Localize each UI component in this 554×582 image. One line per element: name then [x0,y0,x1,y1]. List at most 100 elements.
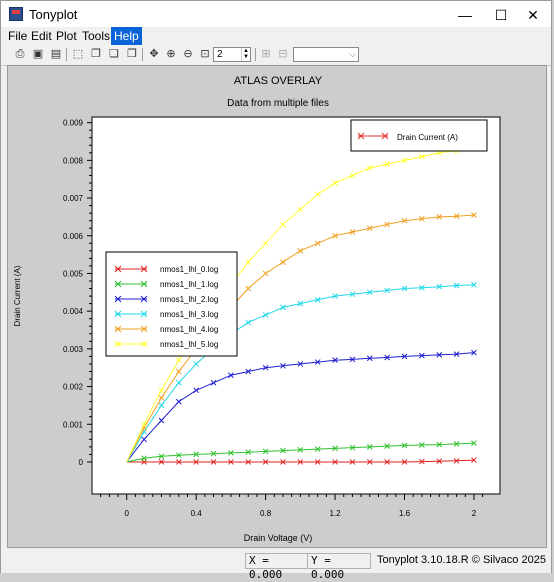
y-tick-label: 0.006 [63,232,84,241]
data-point [366,165,373,171]
data-point [297,300,304,307]
save-icon[interactable]: ▣ [32,48,44,60]
legend-label-1: nmos1_lhl_1.log [160,280,218,289]
spinner-arrows-icon[interactable]: ▲ ▼ [241,48,250,61]
title-bar[interactable]: Tonyplot — ☐ ✕ [1,1,551,29]
data-point [193,361,200,367]
data-point [419,215,425,222]
data-point [419,153,425,160]
y-axis: 0 0.001 0.002 0.003 0.004 0.005 0.006 0.007 0.00… [63,119,92,467]
toolbar-separator [66,48,67,61]
pan-icon[interactable]: ✥ [149,48,159,60]
data-point [280,259,286,265]
data-point [280,459,286,465]
data-point [297,247,304,254]
data-point [158,402,165,409]
data-point [297,361,304,367]
data-point [366,444,373,450]
zoom-out-icon[interactable]: ⊖ [183,48,193,60]
y-tick-label: 0.001 [63,420,84,429]
data-point [228,450,234,456]
data-point [210,379,217,386]
y-tick-label: 0.004 [63,307,84,316]
menu-bar: File Edit Plot Tools Help [1,27,551,45]
data-point [210,450,217,457]
x-tick-label: 2 [472,509,477,518]
zoom-box-icon[interactable]: ⊡ [200,48,210,60]
chart-svg[interactable]: ATLAS OVERLAY Data from multiple files 0… [8,66,546,547]
window-title: Tonyplot [29,7,78,22]
legend-label-4: nmos1_lhl_4.log [160,325,218,334]
data-point [297,206,304,213]
y-tick-label: 0 [79,458,84,467]
data-point [280,447,286,454]
data-point [141,436,147,443]
data-point [366,459,373,465]
data-point [175,379,182,386]
data-point [262,448,269,455]
menu-help[interactable]: Help [111,27,142,45]
data-point [349,356,356,363]
menu-file[interactable]: File [8,29,28,43]
overlay-icon[interactable]: ❏ [109,48,119,60]
menu-plot[interactable]: Plot [56,29,77,43]
plot-select[interactable]: ⌵ [293,47,359,62]
menu-edit[interactable]: Edit [31,29,52,43]
legend-marker-5 [114,340,148,348]
data-point [453,457,460,464]
data-point [384,161,391,167]
disabled-tool-icon: ⊟ [278,48,288,60]
stack-icon[interactable]: ❒ [127,48,137,60]
data-point [436,214,443,220]
data-point [453,282,460,289]
new-plot-icon[interactable]: ⬚ [72,48,84,60]
print-icon[interactable]: ⎙ [15,48,25,60]
frame-spinner[interactable]: 2 ▲ ▼ [213,47,251,62]
legend-marker-2 [114,295,148,303]
copy-icon[interactable]: ❐ [91,48,101,60]
x-coordinate-readout: X = 0.000 [245,553,309,581]
frame-value: 2 [217,49,223,60]
y-tick-label: 0.009 [63,119,84,128]
version-label: Tonyplot 3.10.18.R © Silvaco 2025 [377,554,546,566]
data-point [280,362,286,369]
data-point [366,355,373,362]
data-point [384,354,391,361]
data-point [297,459,304,465]
data-point [262,240,269,247]
x-tick-label: 1.2 [330,509,342,518]
data-point [245,319,252,326]
zoom-in-icon[interactable]: ⊕ [166,48,176,60]
x-tick-label: 0.4 [191,509,203,518]
legend-label-3: nmos1_lhl_3.log [160,310,218,319]
menu-tools[interactable]: Tools [82,29,111,43]
disk-icon[interactable]: ▤ [50,48,62,60]
data-point [314,359,321,365]
data-point [419,442,425,448]
close-button[interactable]: ✕ [527,7,539,23]
data-point [436,458,443,465]
data-point [245,459,252,465]
series-legend: nmos1_lhl_0.log nmos1_lhl_1.log nmos1_lhl_… [105,251,238,357]
data-point [210,459,217,465]
data-point [419,284,425,291]
legend-label-5: nmos1_lhl_5.log [160,340,218,349]
data-point [262,312,269,318]
data-point [384,443,391,449]
data-point [262,364,269,371]
data-point [332,357,338,364]
data-point [401,157,408,164]
data-point [332,232,338,239]
data-point [314,191,321,198]
maximize-button[interactable]: ☐ [494,7,508,23]
data-point [193,387,200,394]
data-point [349,459,356,465]
legend-marker-3 [114,310,148,318]
data-point [332,459,338,465]
data-point [471,281,477,288]
minimize-button[interactable]: — [458,7,472,23]
data-point [314,459,321,465]
data-point [158,387,165,394]
legend-marker-0 [114,265,148,273]
